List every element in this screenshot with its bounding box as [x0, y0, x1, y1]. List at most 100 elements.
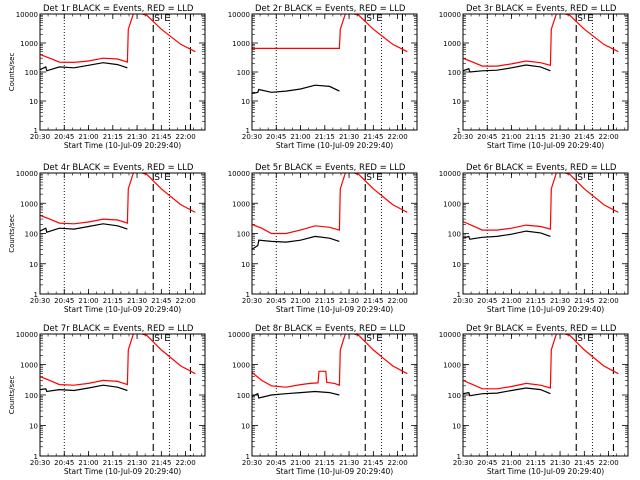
- series-group: [40, 14, 196, 72]
- series-events-line: [463, 64, 551, 73]
- plot-frame: [251, 13, 418, 131]
- plot-frame: [39, 13, 206, 131]
- y-tick-label: 10: [241, 98, 250, 106]
- series-events-line: [463, 230, 551, 240]
- series-lld-line: [463, 173, 619, 231]
- series-events-line: [252, 390, 340, 399]
- x-tick-label: 21:00: [290, 133, 310, 141]
- x-axis-label: Start Time (10-Jul-09 20:29:40): [487, 141, 604, 150]
- x-tick-label: 20:30: [242, 133, 262, 141]
- x-tick-label: 20:30: [453, 297, 473, 305]
- marker-end: E: [587, 14, 593, 24]
- series-events-line: [252, 84, 340, 95]
- marker-start: S: [577, 334, 583, 344]
- y-tick-label: 100: [25, 69, 38, 77]
- panel-det-4: Det 4r BLACK = Events, RED = LLD 1 10 100 10…: [8, 163, 206, 314]
- panel-det-3: Det 3r BLACK = Events, RED = LLD 1 10 100 10…: [439, 4, 629, 150]
- panel-title: Det 6r BLACK = Events, RED = LLD: [466, 163, 617, 173]
- y-tick-label: 10: [452, 423, 461, 431]
- x-axis-label: Start Time (10-Jul-09 20:29:40): [276, 141, 393, 150]
- plot-frame: [251, 172, 418, 295]
- marker-end: E: [164, 173, 170, 183]
- panel-title: Det 3r BLACK = Events, RED = LLD: [466, 4, 617, 14]
- y-axis-label: Counts/sec: [8, 376, 16, 415]
- x-tick-label: 21:00: [501, 133, 521, 141]
- panel-det-7: Det 7r BLACK = Events, RED = LLD 1 10 100 10…: [8, 324, 206, 476]
- y-tick-label: 100: [448, 231, 461, 239]
- marker-start: S: [366, 14, 372, 24]
- y-tick-label: 1000: [20, 40, 38, 48]
- x-tick-label: 21:15: [526, 459, 546, 467]
- panel-det-6: Det 6r BLACK = Events, RED = LLD 1 10 100 10…: [439, 163, 629, 314]
- x-tick-label: 21:45: [574, 297, 594, 305]
- plot-frame: [462, 13, 629, 131]
- y-tick-label: 10000: [439, 11, 461, 19]
- series-events-line: [40, 384, 128, 393]
- x-tick-label: 21:15: [315, 133, 335, 141]
- y-tick-label: 1: [246, 453, 250, 461]
- x-axis-label: Start Time (10-Jul-09 20:29:40): [64, 305, 181, 314]
- x-tick-label: 21:00: [501, 297, 521, 305]
- marker-start: S: [577, 14, 583, 24]
- x-tick-label: 20:45: [477, 297, 497, 305]
- series-events-line: [252, 235, 340, 250]
- x-tick-label: 21:45: [151, 459, 171, 467]
- x-tick-label: 21:15: [526, 133, 546, 141]
- x-tick-label: 21:00: [501, 459, 521, 467]
- x-tick-label: 22:00: [598, 459, 618, 467]
- x-tick-label: 21:00: [78, 133, 98, 141]
- marker-start: S: [577, 173, 583, 183]
- y-tick-label: 100: [448, 392, 461, 400]
- x-tick-label: 21:45: [574, 459, 594, 467]
- panel-det-8: Det 8r BLACK = Events, RED = LLD 1 10 100 10…: [228, 324, 418, 476]
- y-tick-label: 1000: [20, 362, 38, 370]
- x-tick-label: 21:15: [315, 459, 335, 467]
- x-tick-label: 21:15: [103, 133, 123, 141]
- x-tick-label: 21:00: [78, 459, 98, 467]
- x-tick-label: 21:15: [103, 459, 123, 467]
- x-tick-label: 22:00: [598, 133, 618, 141]
- x-tick-label: 21:45: [363, 459, 383, 467]
- plot-frame: [39, 333, 206, 457]
- x-tick-label: 20:30: [30, 133, 50, 141]
- x-tick-label: 20:45: [266, 459, 286, 467]
- x-tick-label: 20:45: [477, 133, 497, 141]
- x-tick-label: 21:45: [151, 133, 171, 141]
- y-tick-label: 100: [25, 231, 38, 239]
- y-tick-label: 100: [237, 231, 250, 239]
- x-tick-label: 22:00: [387, 459, 407, 467]
- plot-frame: [251, 333, 418, 457]
- y-tick-label: 10: [29, 423, 38, 431]
- x-tick-label: 21:15: [526, 297, 546, 305]
- y-tick-label: 10: [241, 261, 250, 269]
- marker-start: S: [154, 334, 160, 344]
- x-tick-label: 22:00: [175, 297, 195, 305]
- marker-start: S: [366, 173, 372, 183]
- x-tick-label: 20:30: [30, 459, 50, 467]
- y-tick-label: 10000: [439, 331, 461, 339]
- marker-end: E: [164, 14, 170, 24]
- x-tick-label: 22:00: [175, 459, 195, 467]
- x-tick-label: 21:30: [339, 133, 359, 141]
- y-tick-label: 10000: [228, 11, 250, 19]
- panel-det-1: Det 1r BLACK = Events, RED = LLD 1 10 100 10…: [8, 4, 206, 150]
- y-tick-label: 1000: [232, 40, 250, 48]
- x-tick-label: 21:30: [339, 297, 359, 305]
- y-tick-label: 1: [457, 127, 461, 135]
- series-events-line: [40, 62, 128, 72]
- x-tick-label: 22:00: [175, 133, 195, 141]
- x-tick-label: 22:00: [387, 297, 407, 305]
- panel-title: Det 5r BLACK = Events, RED = LLD: [255, 163, 406, 173]
- series-group: [252, 14, 408, 95]
- series-lld-line: [463, 14, 619, 67]
- x-tick-label: 21:30: [550, 459, 570, 467]
- x-tick-label: 20:45: [477, 459, 497, 467]
- marker-end: E: [587, 334, 593, 344]
- plot-frame: [39, 172, 206, 295]
- series-events-line: [40, 223, 128, 233]
- y-tick-label: 10: [29, 261, 38, 269]
- marker-start: S: [154, 14, 160, 24]
- x-tick-label: 20:30: [453, 459, 473, 467]
- panel-title: Det 1r BLACK = Events, RED = LLD: [43, 4, 194, 14]
